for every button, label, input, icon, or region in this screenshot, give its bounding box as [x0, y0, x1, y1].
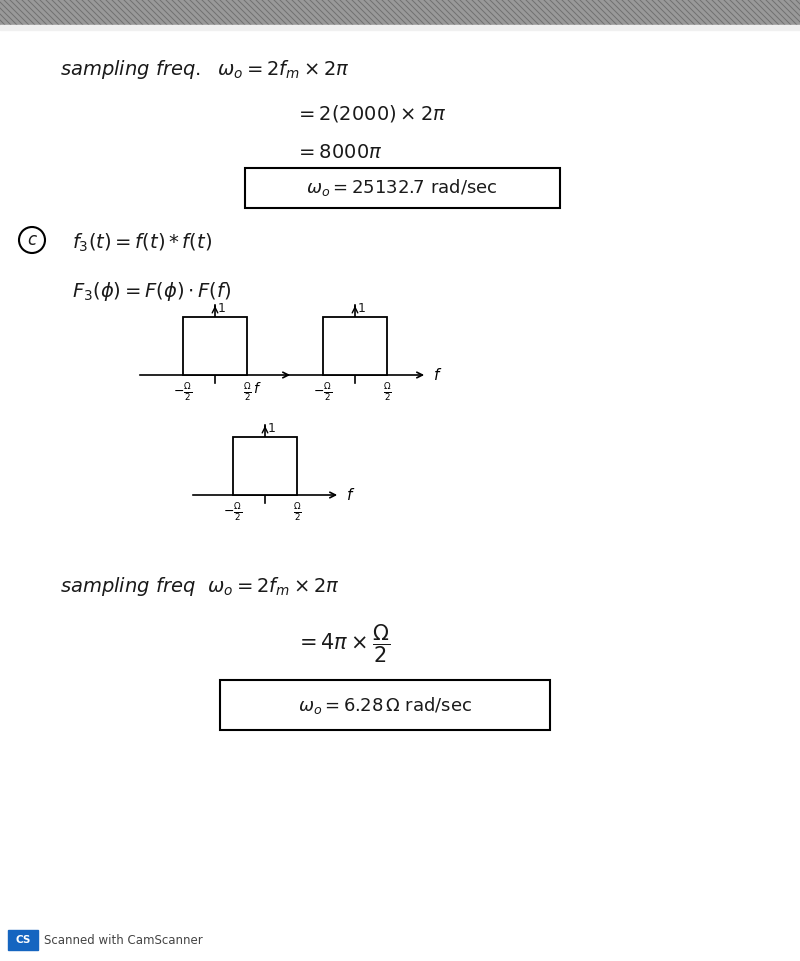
Text: $\frac{\Omega}{2}$: $\frac{\Omega}{2}$ [242, 381, 251, 403]
Text: 1: 1 [358, 302, 366, 315]
Bar [220, 680, 550, 730]
Text: $f$: $f$ [253, 381, 262, 396]
Text: $f$: $f$ [433, 367, 442, 383]
Text: $\frac{\Omega}{2}$: $\frac{\Omega}{2}$ [293, 501, 302, 523]
Text: $f_3(t) = f(t) * f(t)$: $f_3(t) = f(t) * f(t)$ [72, 232, 212, 255]
Bar [245, 168, 560, 208]
Bar [323, 317, 387, 375]
Bar [8, 930, 38, 950]
Text: 1: 1 [218, 302, 226, 315]
Text: $-\frac{\Omega}{2}$: $-\frac{\Omega}{2}$ [174, 381, 193, 403]
Text: $F_3(\phi) = F(\phi) \cdot F(f)$: $F_3(\phi) = F(\phi) \cdot F(f)$ [72, 280, 231, 303]
Text: $= 4\pi \times \dfrac{\Omega}{2}$: $= 4\pi \times \dfrac{\Omega}{2}$ [295, 622, 390, 664]
Text: 1: 1 [268, 422, 276, 435]
Bar [0, 25, 800, 30]
Text: $\omega_o = 6.28\,\Omega\ \mathrm{rad/sec}$: $\omega_o = 6.28\,\Omega\ \mathrm{rad/se… [298, 695, 472, 716]
Bar [0, 0, 800, 28]
Text: $-\frac{\Omega}{2}$: $-\frac{\Omega}{2}$ [314, 381, 333, 403]
Text: c: c [27, 231, 37, 249]
Text: CS: CS [15, 935, 30, 945]
Text: $= 8000\pi$: $= 8000\pi$ [295, 143, 382, 162]
Text: $\frac{\Omega}{2}$: $\frac{\Omega}{2}$ [382, 381, 391, 403]
Text: $\mathit{sampling\ freq.}\ \ \omega_o = 2f_m \times 2\pi$: $\mathit{sampling\ freq.}\ \ \omega_o = … [60, 58, 350, 81]
Bar [233, 437, 297, 495]
Text: Scanned with CamScanner: Scanned with CamScanner [44, 933, 202, 947]
Text: $-\frac{\Omega}{2}$: $-\frac{\Omega}{2}$ [223, 501, 242, 523]
Text: $= 2(2000) \times 2\pi$: $= 2(2000) \times 2\pi$ [295, 103, 446, 124]
Text: $\mathit{sampling\ freq}\ \ \omega_o = 2f_m \times 2\pi$: $\mathit{sampling\ freq}\ \ \omega_o = 2… [60, 575, 340, 598]
Text: $\omega_o = 25132.7\ \mathrm{rad/sec}$: $\omega_o = 25132.7\ \mathrm{rad/sec}$ [306, 178, 498, 199]
Text: $f$: $f$ [346, 487, 355, 503]
Bar [183, 317, 247, 375]
